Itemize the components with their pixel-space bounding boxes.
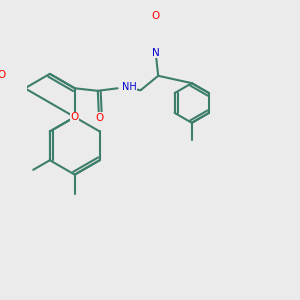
Text: O: O (95, 113, 103, 123)
Text: N: N (152, 48, 160, 58)
Text: O: O (152, 11, 160, 21)
Text: O: O (0, 70, 6, 80)
Text: NH: NH (122, 82, 136, 92)
Text: O: O (70, 112, 79, 122)
